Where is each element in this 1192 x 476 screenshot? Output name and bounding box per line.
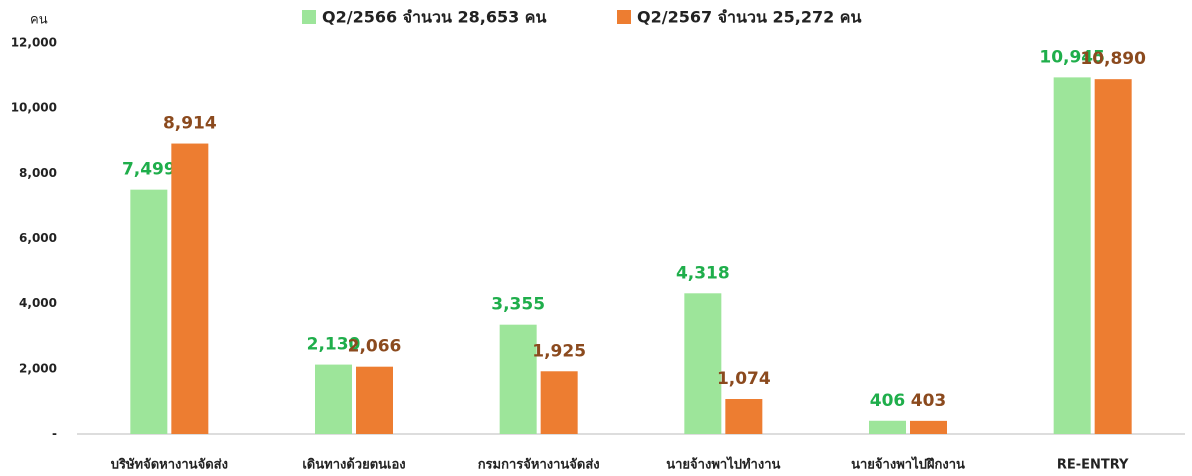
x-tick-label: กรมการจัหางานจัดส่ง	[478, 458, 600, 473]
data-label: 3,355	[491, 295, 545, 315]
data-label: 2,066	[348, 337, 402, 357]
data-label: 1,074	[717, 369, 771, 389]
x-tick-label: เดินทางด้วยตนเอง	[302, 457, 405, 473]
bar	[130, 189, 168, 434]
x-tick-label: บริษัทจัดหางานจัดส่ง	[111, 458, 228, 473]
y-tick-label: 6,000	[19, 231, 57, 245]
y-tick-label: 10,000	[11, 101, 57, 115]
x-tick-label: RE-ENTRY	[1057, 458, 1129, 473]
y-axis-label: คน	[30, 13, 48, 28]
y-tick-label: -	[52, 427, 57, 441]
x-tick-label: นายจ้างพาไปทำงาน	[666, 456, 780, 473]
y-tick-label: 4,000	[19, 296, 57, 310]
data-label: 4,318	[676, 263, 730, 283]
bar	[869, 420, 906, 434]
data-label: 406	[870, 391, 906, 411]
data-label: 10,890	[1080, 49, 1146, 69]
bar	[1094, 79, 1132, 434]
data-label: 8,914	[163, 114, 217, 134]
data-label: 1,925	[532, 341, 586, 361]
data-label: 403	[911, 391, 947, 411]
bar	[540, 371, 578, 434]
y-tick-label: 8,000	[19, 166, 57, 180]
bar	[315, 364, 352, 434]
y-tick-label: 2,000	[19, 361, 57, 375]
bar	[356, 366, 393, 434]
bar	[725, 399, 763, 434]
bar	[684, 293, 722, 434]
bar	[1053, 77, 1091, 434]
legend-label: Q2/2566 จำนวน 28,653 คน	[322, 8, 546, 27]
bar	[171, 143, 209, 434]
legend-swatch	[617, 10, 631, 24]
data-label: 7,499	[122, 160, 176, 180]
legend-swatch	[302, 10, 316, 24]
bar	[499, 324, 537, 434]
x-tick-label: นายจ้างพาไปฝึกงาน	[851, 456, 965, 473]
data-label: 10,945	[1039, 47, 1105, 67]
data-label: 2,130	[307, 335, 361, 355]
y-tick-label: 12,000	[11, 36, 57, 50]
legend-label: Q2/2567 จำนวน 25,272 คน	[637, 8, 861, 27]
bar	[910, 420, 947, 434]
